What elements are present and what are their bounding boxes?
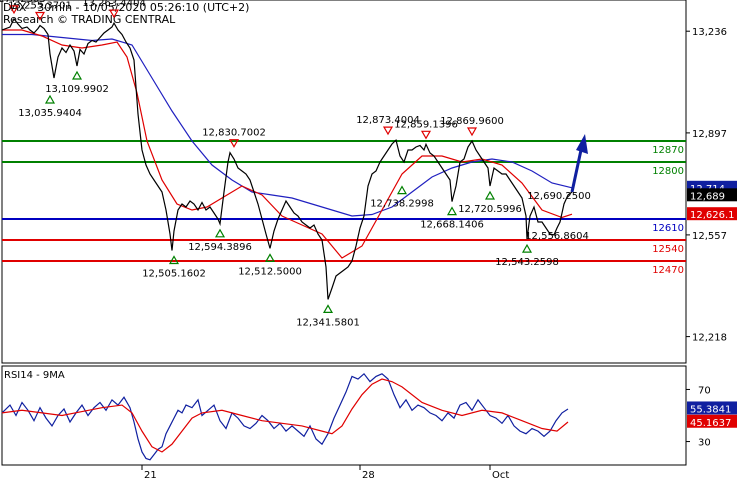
annotation-label: 13,277.2305	[0, 0, 46, 5]
annotation-label: 13,255.3701	[8, 1, 72, 12]
time-tick-label: Oct	[492, 470, 509, 480]
rsi-panel: RSI14 - 9MA 70 30 55.3841 45.1637	[1, 365, 737, 466]
high-marker	[466, 127, 478, 137]
price-line	[1, 17, 573, 300]
price-ytick-label: 12,218	[692, 333, 727, 344]
time-tick-label: 21	[144, 470, 157, 480]
last-value-badge	[687, 188, 737, 202]
low-marker	[71, 70, 83, 80]
annotation-label: 12,668.1406	[420, 220, 484, 231]
annotation-label: 12,738.2998	[370, 199, 434, 210]
annotation-label: 13,109.9902	[45, 84, 109, 95]
price-ytick-label: 12,557	[692, 231, 727, 242]
chart-source: Research © TRADING CENTRAL	[3, 13, 176, 26]
level-label: 12800	[652, 166, 684, 177]
annotation-label: 12,869.9600	[440, 116, 504, 127]
rsi-title: RSI14 - 9MA	[4, 370, 65, 381]
forecast-arrow-head	[576, 134, 588, 154]
high-marker	[228, 139, 240, 148]
rsi-ytick-label: 30	[698, 438, 711, 449]
time-tick-label: 28	[362, 470, 375, 480]
annotation-label: 12,543.2598	[495, 257, 559, 268]
annotation-label: 13,035.9404	[18, 108, 82, 119]
annotation-label: 12,594.3896	[188, 242, 252, 253]
rsi-ytick-label: 70	[698, 385, 711, 396]
time-axis: 21 28 Oct	[141, 465, 509, 480]
low-marker	[484, 190, 496, 200]
annotation-label: 12,512.5000	[238, 266, 302, 277]
low-marker	[322, 304, 334, 313]
high-marker	[420, 130, 432, 140]
price-ytick-label: 12,897	[692, 129, 727, 140]
price-ma-red	[2, 29, 573, 259]
last-value-label: 12,689	[690, 191, 725, 202]
rsi-value-label: 45.1637	[690, 418, 731, 429]
rsi-value-badge	[687, 414, 737, 428]
level-label: 12610	[652, 223, 684, 234]
chart-title: DAX - 30min - 10/05/2020 05:26:10 (UTC+2…	[3, 1, 250, 14]
annotation-label: 12,859.1396	[394, 119, 458, 130]
low-marker	[521, 243, 533, 253]
price-ytick-label: 13,236	[692, 27, 727, 38]
level-label: 12470	[652, 265, 684, 276]
annotation-label: 12,341.5801	[296, 317, 360, 328]
last-value-badge	[687, 207, 737, 221]
high-marker	[108, 9, 120, 19]
low-marker	[168, 255, 180, 265]
price-ma-blue	[2, 33, 573, 217]
price-plot-frame	[1, 0, 687, 364]
low-marker	[44, 94, 56, 104]
low-marker	[214, 228, 226, 238]
high-marker	[382, 126, 394, 136]
rsi-ma-line	[1, 378, 569, 453]
rsi-line	[1, 372, 569, 461]
annotation-label: 12,690.2500	[527, 191, 591, 202]
low-marker	[446, 206, 458, 216]
level-label: 12540	[652, 244, 684, 255]
annotation-label: 13,263.4404	[82, 0, 146, 9]
annotation-label: 12,720.5996	[458, 204, 522, 215]
low-marker	[396, 185, 408, 195]
annotation-label: 12,873.4004	[356, 115, 420, 126]
rsi-plot-frame	[1, 365, 687, 466]
last-value-label: 12,626.1	[690, 210, 735, 221]
high-marker	[34, 11, 46, 21]
high-marker	[8, 5, 20, 15]
low-marker	[264, 253, 276, 262]
annotation-label: 12,556.8604	[525, 231, 589, 242]
price-panel: 13,236 12,897 12,557 12,218 12870 12800 12610 1…	[0, 0, 737, 364]
rsi-value-label: 55.3841	[690, 404, 731, 415]
annotation-label: 12,830.7002	[202, 128, 266, 139]
annotation-label: 12,505.1602	[142, 269, 206, 280]
level-label: 12870	[652, 145, 684, 156]
forecast-arrow-shaft	[570, 149, 583, 193]
rsi-value-badge	[687, 401, 737, 415]
